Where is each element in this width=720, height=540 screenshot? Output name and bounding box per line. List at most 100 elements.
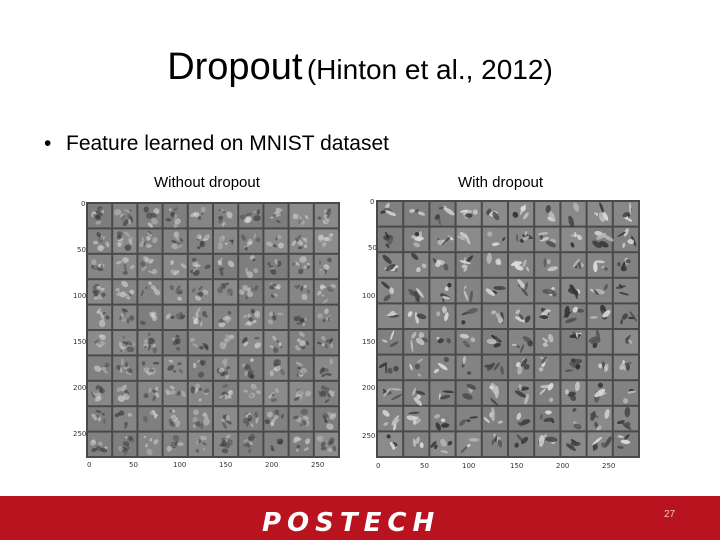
feature-tile bbox=[88, 432, 112, 456]
feature-tile bbox=[535, 253, 560, 277]
feature-tile bbox=[587, 329, 612, 354]
feature-tile bbox=[587, 432, 612, 456]
feature-tile bbox=[113, 204, 137, 228]
caption-with-dropout: With dropout bbox=[458, 174, 544, 191]
feature-tile bbox=[456, 278, 481, 303]
feature-tile bbox=[482, 381, 507, 406]
feature-tile bbox=[239, 432, 263, 456]
feature-tile bbox=[239, 229, 263, 253]
feature-tile bbox=[314, 356, 338, 380]
feature-tile bbox=[378, 202, 403, 226]
feature-tile bbox=[404, 381, 429, 406]
feature-tile bbox=[509, 406, 534, 431]
x-tick: 50 bbox=[129, 461, 138, 469]
feature-tile bbox=[561, 227, 586, 252]
feature-tile bbox=[561, 355, 586, 380]
feature-tile bbox=[264, 432, 288, 456]
feature-tile bbox=[314, 381, 338, 406]
feature-tile bbox=[314, 432, 338, 456]
feature-tile bbox=[289, 254, 313, 279]
feature-tile bbox=[214, 254, 238, 279]
feature-tile bbox=[587, 227, 614, 252]
feature-tile bbox=[509, 304, 534, 328]
feature-tile bbox=[188, 432, 212, 456]
feature-tile bbox=[509, 355, 534, 380]
feature-tile bbox=[113, 432, 137, 456]
feature-tile bbox=[561, 432, 586, 456]
feature-tile bbox=[456, 432, 481, 456]
feature-tile bbox=[188, 381, 212, 406]
feature-tile bbox=[456, 406, 481, 431]
features-with-dropout-panel: 0 50 100 150 200 250 0 50 100 150 200 25… bbox=[358, 196, 648, 476]
feature-tile bbox=[456, 253, 481, 277]
bullet-item: • Feature learned on MNIST dataset bbox=[44, 132, 389, 156]
feature-tile bbox=[214, 432, 238, 456]
y-tick: 250 bbox=[362, 432, 376, 440]
feature-tile bbox=[430, 406, 455, 431]
feature-tile bbox=[482, 355, 507, 380]
title-main: Dropout bbox=[167, 46, 303, 88]
feature-tile bbox=[264, 229, 288, 253]
feature-tile bbox=[561, 406, 586, 431]
feature-tile bbox=[378, 278, 403, 303]
feature-tile bbox=[188, 331, 212, 355]
feature-tile bbox=[404, 330, 429, 354]
feature-tile bbox=[239, 331, 263, 355]
feature-tile bbox=[264, 305, 288, 329]
feature-tile bbox=[378, 381, 403, 405]
feature-tile bbox=[378, 330, 403, 354]
x-tick: 150 bbox=[510, 462, 524, 470]
feature-tile bbox=[214, 204, 238, 228]
feature-tile bbox=[456, 330, 481, 354]
feature-tile bbox=[314, 204, 338, 228]
feature-tile bbox=[482, 330, 507, 354]
feature-tile bbox=[88, 204, 112, 228]
feature-tile bbox=[113, 356, 137, 380]
feature-tile bbox=[138, 280, 162, 304]
feature-tile bbox=[138, 356, 162, 380]
x-tick: 200 bbox=[265, 461, 279, 469]
x-tick: 100 bbox=[462, 462, 476, 470]
feature-tile bbox=[482, 278, 507, 303]
y-tick: 0 bbox=[81, 200, 86, 208]
x-tick: 250 bbox=[311, 461, 325, 469]
feature-tile bbox=[430, 432, 455, 456]
feature-tile bbox=[138, 305, 162, 329]
feature-tile bbox=[561, 253, 586, 277]
feature-tile bbox=[239, 204, 263, 228]
x-tick: 50 bbox=[420, 462, 429, 470]
feature-tile bbox=[561, 381, 586, 405]
feature-tile bbox=[430, 330, 455, 354]
title-citation: (Hinton et al., 2012) bbox=[306, 54, 553, 85]
feature-tile bbox=[613, 432, 638, 456]
feature-tile bbox=[613, 227, 638, 252]
feature-tile bbox=[378, 253, 403, 277]
feature-tile bbox=[188, 254, 212, 279]
feature-tile bbox=[509, 278, 534, 303]
feature-tile bbox=[456, 304, 481, 328]
feature-tile bbox=[163, 432, 187, 456]
feature-tile bbox=[535, 381, 560, 405]
feature-tile bbox=[88, 407, 112, 431]
y-tick: 50 bbox=[77, 246, 86, 254]
y-tick: 200 bbox=[73, 384, 87, 392]
feature-tile bbox=[561, 304, 586, 328]
feature-tile bbox=[314, 331, 338, 355]
feature-tile bbox=[113, 305, 137, 329]
feature-tile bbox=[188, 407, 212, 431]
feature-tile bbox=[163, 356, 187, 380]
feature-tile bbox=[535, 355, 560, 380]
feature-tile bbox=[378, 406, 403, 431]
feature-tile bbox=[613, 330, 638, 354]
x-tick: 250 bbox=[602, 462, 616, 470]
y-tick: 100 bbox=[362, 292, 376, 300]
feature-tile bbox=[239, 356, 263, 380]
feature-tile bbox=[456, 227, 481, 252]
y-tick: 200 bbox=[362, 384, 376, 392]
feature-tile bbox=[138, 331, 162, 355]
feature-tile bbox=[163, 280, 187, 304]
feature-tile bbox=[535, 432, 560, 456]
feature-tile bbox=[188, 356, 212, 380]
x-tick: 150 bbox=[219, 461, 233, 469]
feature-tile bbox=[587, 304, 612, 328]
